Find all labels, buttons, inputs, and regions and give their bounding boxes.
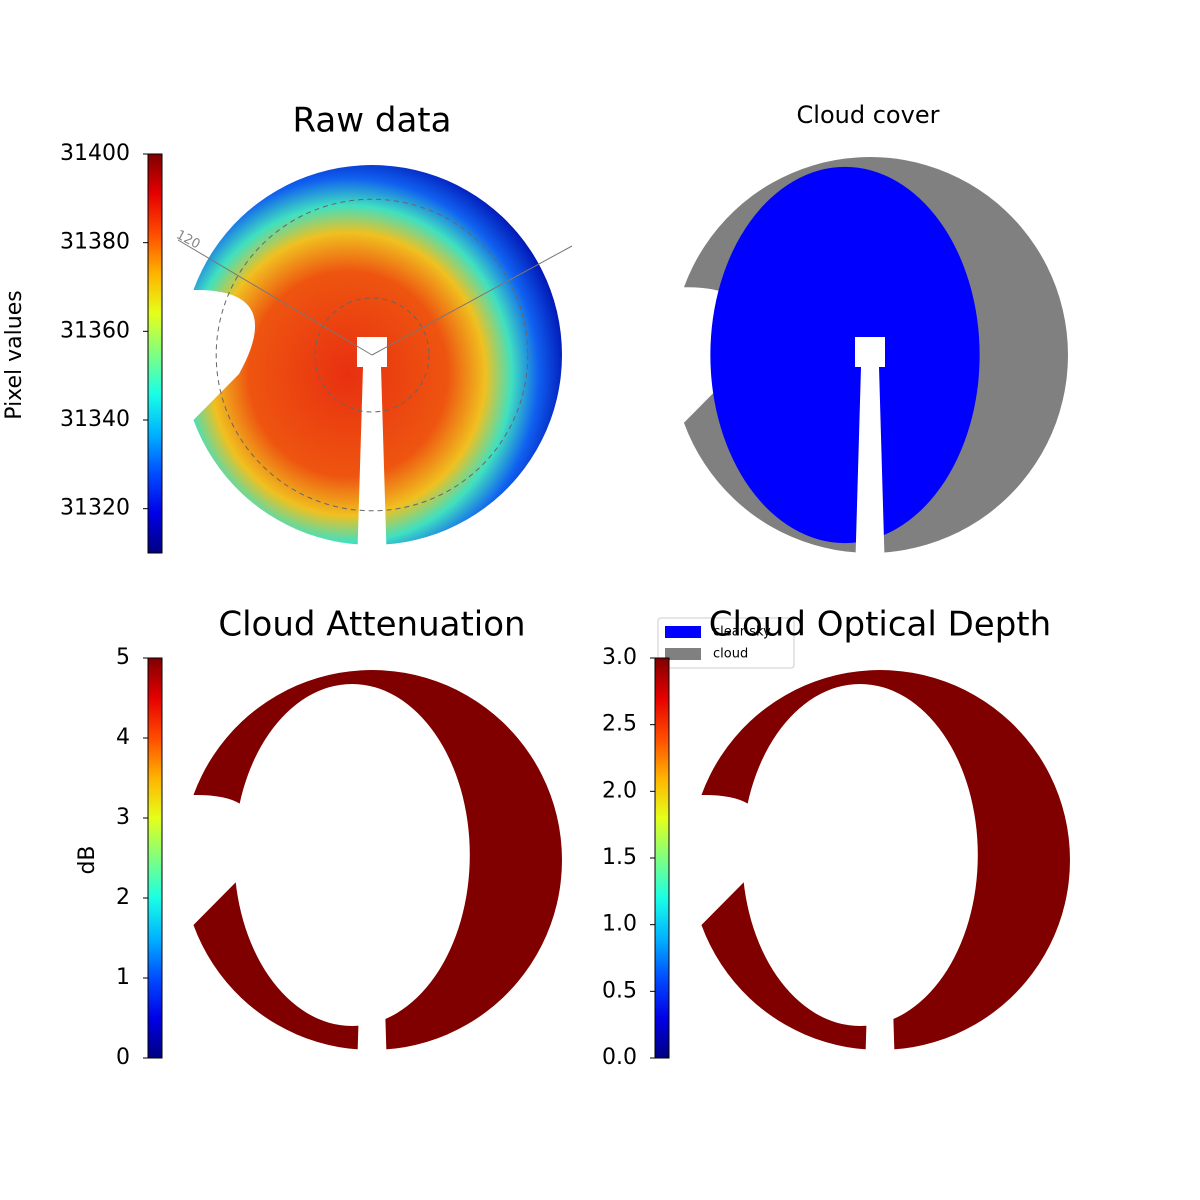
colorbar-label: Pixel values bbox=[2, 290, 27, 419]
legend-label: clear sky bbox=[713, 625, 771, 640]
panel-title: Cloud Optical Depth bbox=[709, 605, 1051, 645]
azimuth-line bbox=[177, 239, 373, 356]
tick-label: 1.0 bbox=[602, 912, 637, 937]
mask bbox=[865, 842, 895, 1072]
tick-label: 31340 bbox=[60, 407, 130, 432]
colorbar bbox=[147, 657, 163, 1059]
clear-sky-region bbox=[710, 166, 980, 544]
tick-label: 31320 bbox=[60, 496, 130, 521]
tick-label: 2 bbox=[116, 885, 130, 910]
grid-ring bbox=[314, 297, 430, 413]
mask bbox=[357, 842, 387, 1072]
panel-title: Cloud Attenuation bbox=[218, 605, 525, 645]
tick-label: 2.0 bbox=[602, 778, 637, 803]
legend-swatch bbox=[665, 626, 701, 638]
image-panel: 120 bbox=[174, 165, 573, 567]
mask bbox=[855, 337, 885, 575]
annotation: 120 bbox=[174, 228, 203, 253]
clear-region bbox=[234, 684, 470, 1026]
legend-label: cloud bbox=[713, 647, 748, 662]
tick-label: 4 bbox=[116, 725, 130, 750]
image-panel bbox=[701, 669, 1070, 1072]
tick-label: 3 bbox=[116, 805, 130, 830]
tick-label: 31360 bbox=[60, 318, 130, 343]
image-panel bbox=[683, 157, 1068, 575]
tick-label: 0.5 bbox=[602, 978, 637, 1003]
tick-label: 2.5 bbox=[602, 712, 637, 737]
tick-label: 3.0 bbox=[602, 645, 637, 670]
mask bbox=[357, 337, 387, 567]
tick-label: 31400 bbox=[60, 141, 130, 166]
panel-title: Raw data bbox=[293, 101, 452, 141]
clear-region bbox=[742, 684, 978, 1026]
tick-label: 0.0 bbox=[602, 1045, 637, 1070]
colorbar-label: dB bbox=[75, 845, 100, 874]
colorbar bbox=[654, 657, 670, 1059]
legend-swatch bbox=[665, 648, 701, 660]
panel-title: Cloud cover bbox=[797, 101, 940, 129]
grid-ring bbox=[215, 198, 529, 512]
tick-label: 0 bbox=[116, 1045, 130, 1070]
colorbar bbox=[147, 153, 163, 554]
azimuth-line bbox=[371, 245, 573, 356]
tick-label: 5 bbox=[116, 645, 130, 670]
tick-label: 31380 bbox=[60, 230, 130, 255]
image-panel bbox=[193, 669, 562, 1072]
tick-label: 1.5 bbox=[602, 845, 637, 870]
tick-label: 1 bbox=[116, 965, 130, 990]
